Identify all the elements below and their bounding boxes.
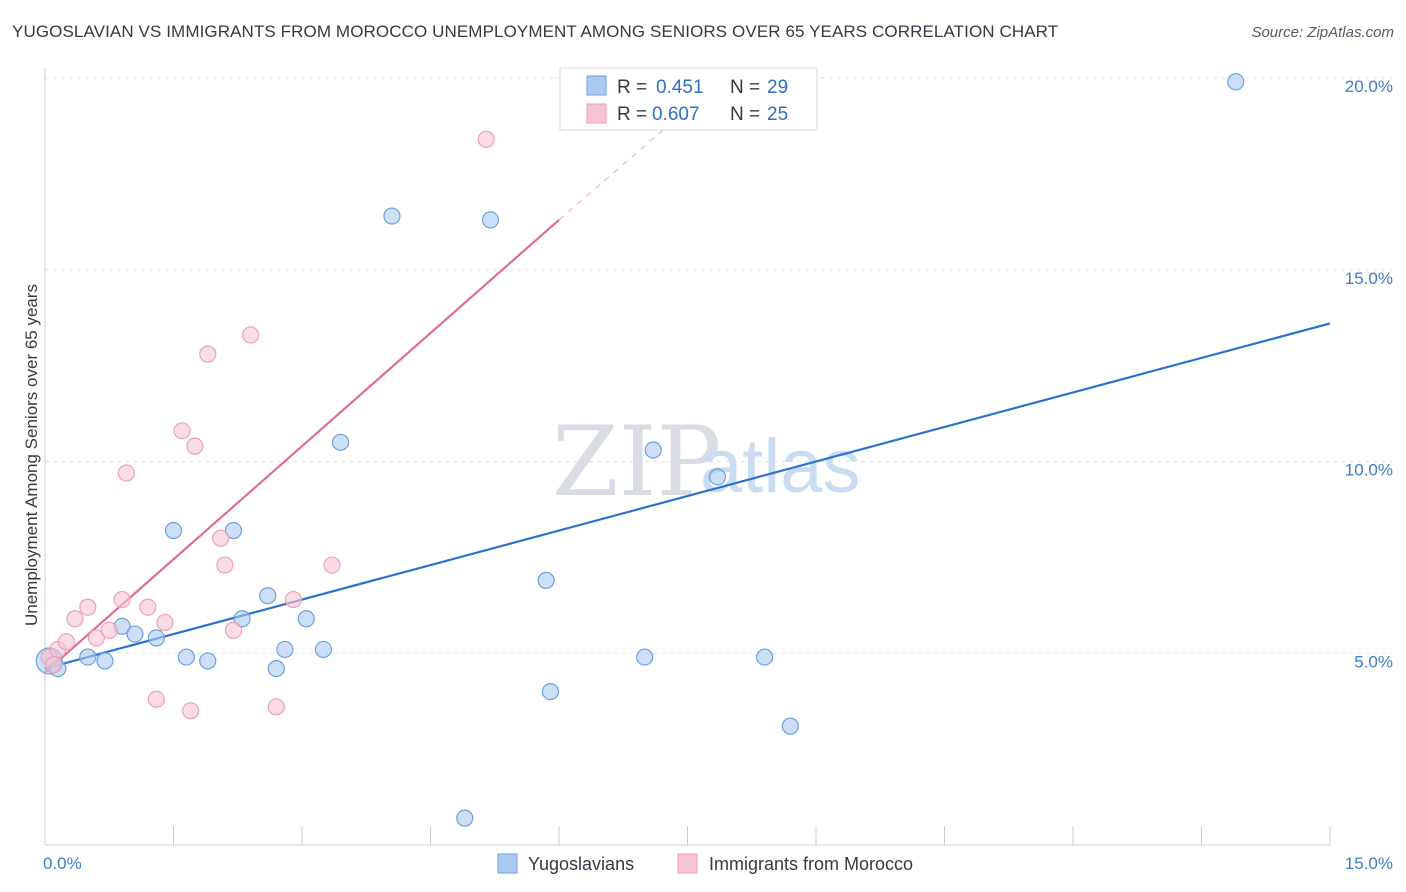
point-s0-12 [259,587,277,605]
point-s1-15 [199,345,217,363]
point-s1-9 [139,598,157,616]
point-s1-2 [57,633,76,651]
point-s1-11 [156,613,174,632]
point-s1-19 [242,326,260,344]
bottom-legend-label-morocco: Immigrants from Morocco [709,854,913,874]
chart-title: YUGOSLAVIAN VS IMMIGRANTS FROM MOROCCO U… [12,22,1059,41]
legend-n-label-2: N = [730,104,760,125]
point-s0-25 [708,468,727,486]
legend-r-value-1: 0.451 [656,77,704,98]
point-s1-17 [216,556,234,574]
point-s0-6 [147,629,165,647]
point-s1-14 [182,702,200,720]
point-s1-4 [79,598,97,616]
point-s1-3 [66,610,84,628]
y-tick-label-3: 20.0% [1345,77,1393,96]
x-tick-label-0: 0.0% [43,854,82,873]
point-s0-19 [456,809,474,827]
point-s0-2 [79,648,97,666]
point-s0-24 [644,441,662,459]
point-s0-28 [1227,73,1245,91]
legend-swatch-yugoslavians [586,75,607,96]
point-s1-21 [284,590,303,609]
y-tick-label-1: 10.0% [1345,461,1393,480]
bottom-legend-swatch-yugoslavians [497,853,518,874]
point-s0-27 [781,717,799,735]
axes [44,68,1331,846]
point-s0-21 [537,571,555,589]
x-tick-label-1: 15.0% [1345,854,1393,873]
point-s0-26 [755,648,774,666]
point-s1-13 [186,437,204,455]
watermark: ZIP atlas [552,406,861,518]
point-s1-5 [87,629,106,647]
grid-lines [45,77,1392,654]
point-s0-5 [126,625,144,643]
point-s0-22 [541,682,560,701]
watermark-zip: ZIP [552,406,721,518]
data-points [35,73,1245,827]
point-s1-24 [44,656,63,674]
source-label: Source: ZipAtlas.com [1251,24,1394,41]
point-s0-13 [267,659,285,678]
trend-lines [44,115,1331,674]
bottom-legend: Yugoslavians Immigrants from Morocco [497,853,913,874]
point-s1-12 [173,422,191,440]
legend-r-label-1: R = [617,77,647,98]
point-s1-16 [212,529,230,547]
y-tick-label-0: 5.0% [1354,652,1393,671]
legend-r-value-2: 0.607 [652,104,700,125]
point-s0-10 [224,521,243,540]
point-s0-15 [297,610,315,628]
bottom-legend-label-yugoslavians: Yugoslavians [528,854,634,874]
legend-n-label-1: N = [730,77,760,98]
legend-n-value-2: 25 [767,104,788,125]
point-s1-10 [147,690,165,708]
point-s1-8 [117,464,135,482]
point-s0-3 [96,652,114,670]
point-s1-6 [100,621,118,639]
legend-r-label-2: R = [617,104,647,125]
point-s0-20 [481,211,500,229]
point-s0-9 [199,652,217,670]
legend-box: R = 0.451 N = 29 R = 0.607 N = 25 [559,67,818,131]
trend-line-0 [44,322,1331,670]
trend-line-1 [44,219,560,674]
watermark-atlas: atlas [700,424,861,509]
y-tick-label-2: 15.0% [1345,269,1393,288]
legend-swatch-morocco [586,103,607,124]
point-s1-20 [267,698,285,716]
point-s0-11 [233,610,251,628]
trend-line-dashed-1 [558,115,680,221]
point-s0-18 [383,207,401,225]
tick-labels: 5.0% 10.0% 15.0% 20.0% 0.0% 15.0% [43,77,1393,873]
point-s1-7 [113,590,131,609]
legend-n-value-1: 29 [767,77,788,98]
point-s1-18 [224,621,243,639]
y-axis-title: Unemployment Among Seniors over 65 years [22,284,41,626]
point-s0-23 [636,648,654,666]
point-s0-8 [177,648,195,666]
point-s1-22 [323,556,341,574]
point-s0-16 [314,640,333,659]
bottom-legend-swatch-morocco [677,853,698,874]
point-s0-14 [276,640,294,659]
point-s0-17 [331,433,350,451]
point-s1-23 [477,130,495,148]
point-s0-7 [164,521,183,540]
